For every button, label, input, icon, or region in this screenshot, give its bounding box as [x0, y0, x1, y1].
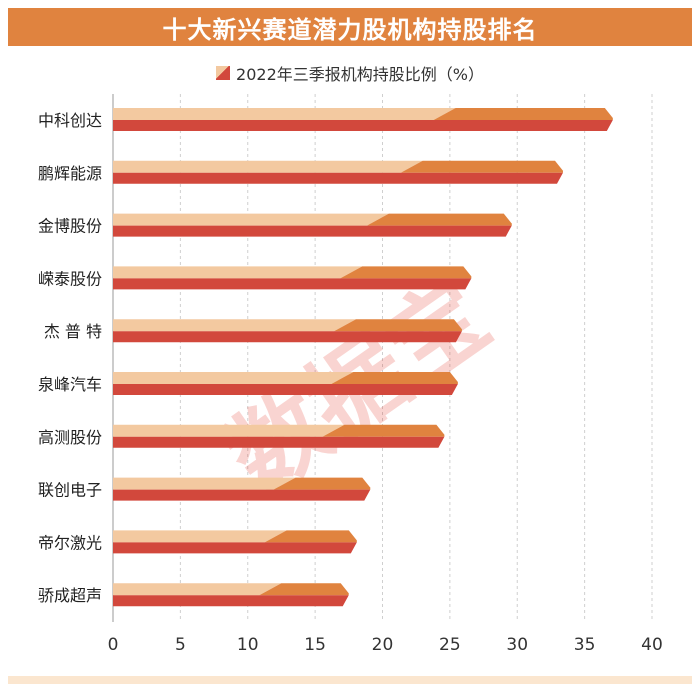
bar-upper-light [113, 108, 456, 120]
bar-lower-dark [113, 384, 458, 395]
bar [113, 160, 563, 184]
x-tick-label: 0 [108, 635, 119, 655]
bar-lower-dark [113, 542, 357, 554]
bar-upper-light [113, 424, 345, 437]
bar-upper-light [113, 319, 357, 332]
category-label: 骄成超声 [38, 586, 102, 605]
bar [113, 583, 349, 607]
bar-lower-dark [113, 172, 563, 184]
x-tick-label: 35 [574, 635, 596, 655]
bar-upper-mid [400, 160, 563, 173]
legend: 2022年三季报机构持股比例（%） [0, 60, 700, 86]
category-label: 鹏辉能源 [38, 164, 102, 183]
legend-label: 2022年三季报机构持股比例（%） [236, 65, 484, 84]
x-tick-label: 40 [641, 635, 663, 655]
bar-lower-dark [113, 436, 445, 448]
bar-lower-dark [113, 331, 462, 343]
bar [113, 372, 458, 395]
x-tick-label: 10 [237, 635, 259, 655]
bar-lower-dark [113, 278, 472, 290]
bar-lower-dark [113, 489, 371, 501]
chart-title: 十大新兴赛道潜力股机构持股排名 [8, 8, 692, 46]
bar-upper-light [113, 583, 282, 596]
x-tick-label: 15 [304, 635, 326, 655]
bar-upper-mid [433, 108, 613, 120]
bar-lower-dark [113, 225, 512, 237]
x-tick-label: 20 [372, 635, 394, 655]
category-label: 中科创达 [38, 111, 102, 130]
bar-upper-mid [366, 213, 512, 226]
bar [113, 319, 462, 343]
bar [113, 108, 613, 131]
category-label: 泉峰汽车 [38, 375, 102, 394]
x-tick-label: 30 [506, 635, 528, 655]
bar [113, 424, 445, 448]
bars-layer [113, 108, 613, 607]
bar-lower-dark [113, 120, 613, 131]
bar-upper-light [113, 477, 296, 490]
category-label: 杰 普 特 [44, 322, 102, 341]
bottom-band [8, 676, 692, 684]
bar-upper-mid [340, 266, 472, 279]
bar [113, 213, 512, 237]
bar-upper-mid [331, 372, 458, 384]
legend-swatch-icon [216, 66, 231, 80]
bar-upper-light [113, 266, 363, 279]
bar-upper-mid [322, 424, 445, 437]
bar-upper-mid [334, 319, 462, 332]
bar-upper-mid [264, 530, 357, 543]
category-label: 联创电子 [38, 481, 102, 500]
category-label: 金博股份 [38, 217, 102, 236]
bar-upper-light [113, 530, 287, 543]
bar-upper-light [113, 160, 423, 173]
category-label: 嵘泰股份 [38, 269, 102, 288]
bar-upper-mid [273, 477, 371, 490]
bar [113, 530, 357, 554]
bar-lower-dark [113, 595, 349, 607]
bar-upper-light [113, 213, 389, 226]
bar-upper-light [113, 372, 354, 384]
bar [113, 266, 472, 290]
x-tick-label: 25 [439, 635, 461, 655]
bar [113, 477, 371, 501]
category-label: 高测股份 [38, 428, 102, 447]
bar-upper-mid [259, 583, 349, 596]
category-label: 帝尔激光 [38, 533, 102, 552]
x-tick-label: 5 [175, 635, 186, 655]
